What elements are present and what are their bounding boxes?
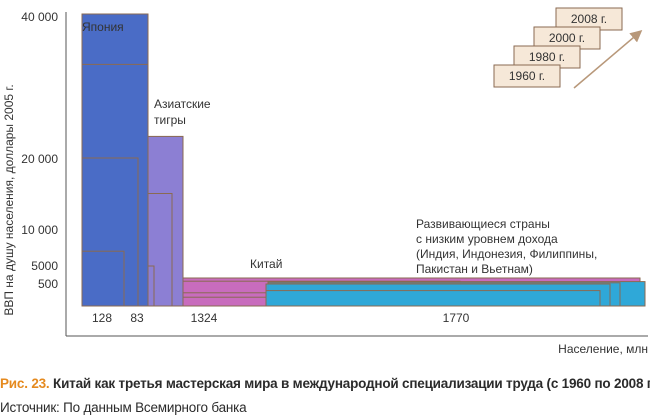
y-tick-label: 10 000 xyxy=(21,223,58,237)
legend-box-1960 xyxy=(493,64,561,88)
legend-year-2008: 2008 г. xyxy=(571,12,607,26)
group-label-china: Китай xyxy=(250,257,282,271)
x-value-label: 1324 xyxy=(191,311,218,325)
group-label-tigers-line: тигры xyxy=(154,113,186,127)
group-label-developing: Развивающиеся страны с низким уровнем до… xyxy=(416,217,601,276)
legend-arrow xyxy=(573,30,643,89)
y-tick-label: 500 xyxy=(38,277,58,291)
x-value-label: 128 xyxy=(92,311,112,325)
figure-source: Источник: По данным Всемирного банка xyxy=(0,400,247,415)
group-label-tigers-line: Азиатские xyxy=(154,97,211,111)
year-legend: 2008 г. 2000 г. 1980 г. 1960 г. xyxy=(493,7,643,89)
group-label-developing-line: (Индия, Индонезия, Филиппины, xyxy=(416,247,597,261)
legend-year-1980: 1980 г. xyxy=(529,50,565,64)
x-value-label: 83 xyxy=(130,311,144,325)
group-label-developing-line: Развивающиеся страны xyxy=(416,217,550,231)
figure-caption: Рис. 23. Китай как третья мастерская мир… xyxy=(0,376,650,391)
group-label-tigers: Азиатские тигры xyxy=(154,97,214,127)
y-tick-label: 40 000 xyxy=(21,10,58,24)
y-axis-label: ВВП на душу населения, доллары 2005 г. xyxy=(2,84,16,315)
group-label-japan: Япония xyxy=(82,20,124,34)
group-label-developing-line: Пакистан и Вьетнам) xyxy=(416,262,533,276)
bar-0-0 xyxy=(81,250,125,307)
group-label-china-line: Китай xyxy=(250,257,282,271)
figure-title: Китай как третья мастерская мира в между… xyxy=(53,376,650,391)
y-tick-label: 5000 xyxy=(31,259,58,273)
chart: ВВП на душу населения, доллары 2005 г. 4… xyxy=(2,7,648,356)
figure-number: Рис. 23. xyxy=(0,376,50,391)
y-tick-label: 20 000 xyxy=(21,152,58,166)
group-label-japan-line: Япония xyxy=(82,20,124,34)
legend-year-2000: 2000 г. xyxy=(549,31,585,45)
bars-group xyxy=(81,13,646,307)
group-label-developing-line: с низким уровнем дохода xyxy=(416,232,558,246)
legend-year-1960: 1960 г. xyxy=(509,69,545,83)
x-value-label: 1770 xyxy=(443,311,470,325)
x-axis-label: Население, млн xyxy=(558,342,648,356)
bar-3-0 xyxy=(265,290,601,307)
